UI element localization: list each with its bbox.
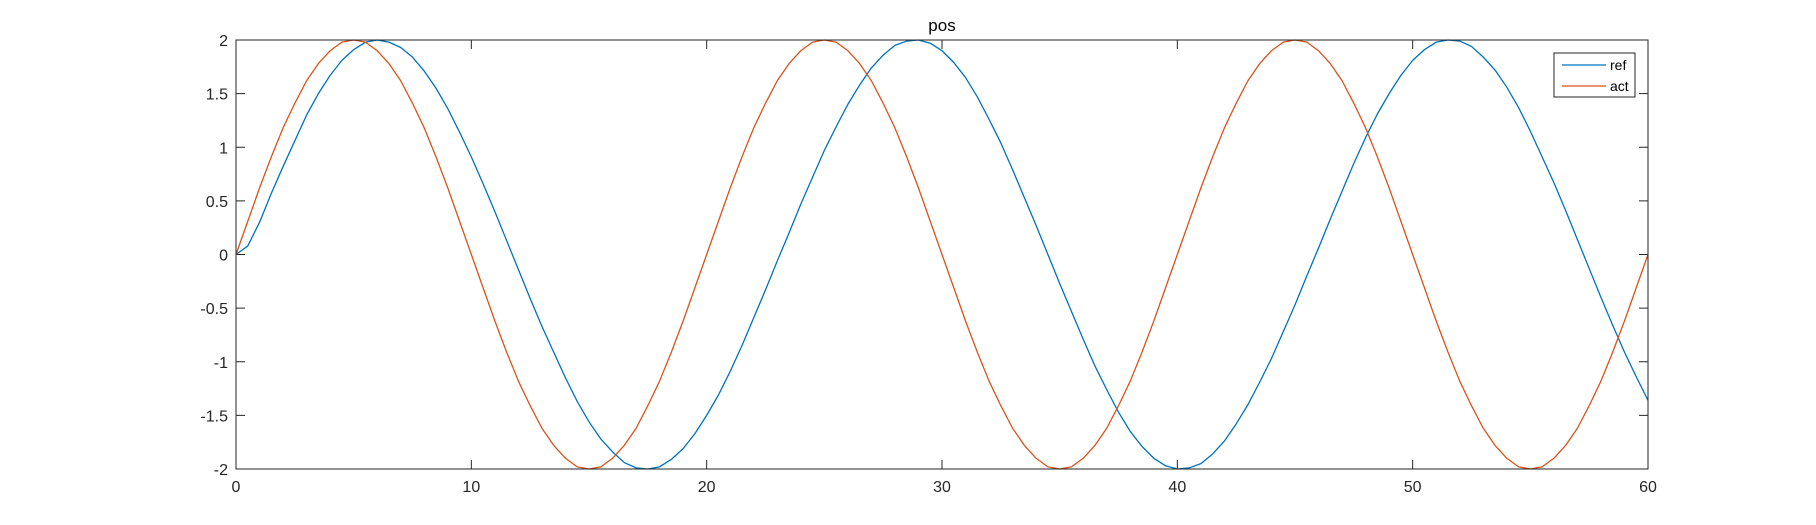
y-tick-label: 1.5 [206,87,228,104]
series-line-ref [235,39,1649,470]
axes-box [235,39,1649,470]
series-layer [235,39,1649,470]
y-tick-label: 2 [219,33,228,50]
y-tick-label: -1.5 [200,408,228,425]
y-tick-label: -1 [214,355,228,372]
x-tick-label: 50 [1404,479,1422,496]
x-tick-label: 0 [232,479,241,496]
legend-label-ref: ref [1610,57,1626,73]
x-tick-label: 60 [1639,479,1657,496]
legend-box [1553,52,1636,98]
x-tick-label: 20 [698,479,716,496]
x-tick-label: 10 [462,479,480,496]
x-tick-label: 30 [933,479,951,496]
series-line-act [235,39,1649,470]
legend: ref act [1553,52,1636,98]
ticks-layer: 0 10 20 30 40 50 60 2 1.5 1 0.5 0 -0.5 -1 -1.5 -2 [200,33,1657,496]
y-tick-label: 0 [219,248,228,265]
chart-title: pos [928,16,955,35]
legend-label-act: act [1610,78,1629,94]
y-tick-label: -0.5 [200,301,228,318]
y-tick-label: 0.5 [206,194,228,211]
y-tick-label: 1 [219,140,228,157]
y-tick-label: -2 [214,462,228,479]
x-tick-label: 40 [1168,479,1186,496]
